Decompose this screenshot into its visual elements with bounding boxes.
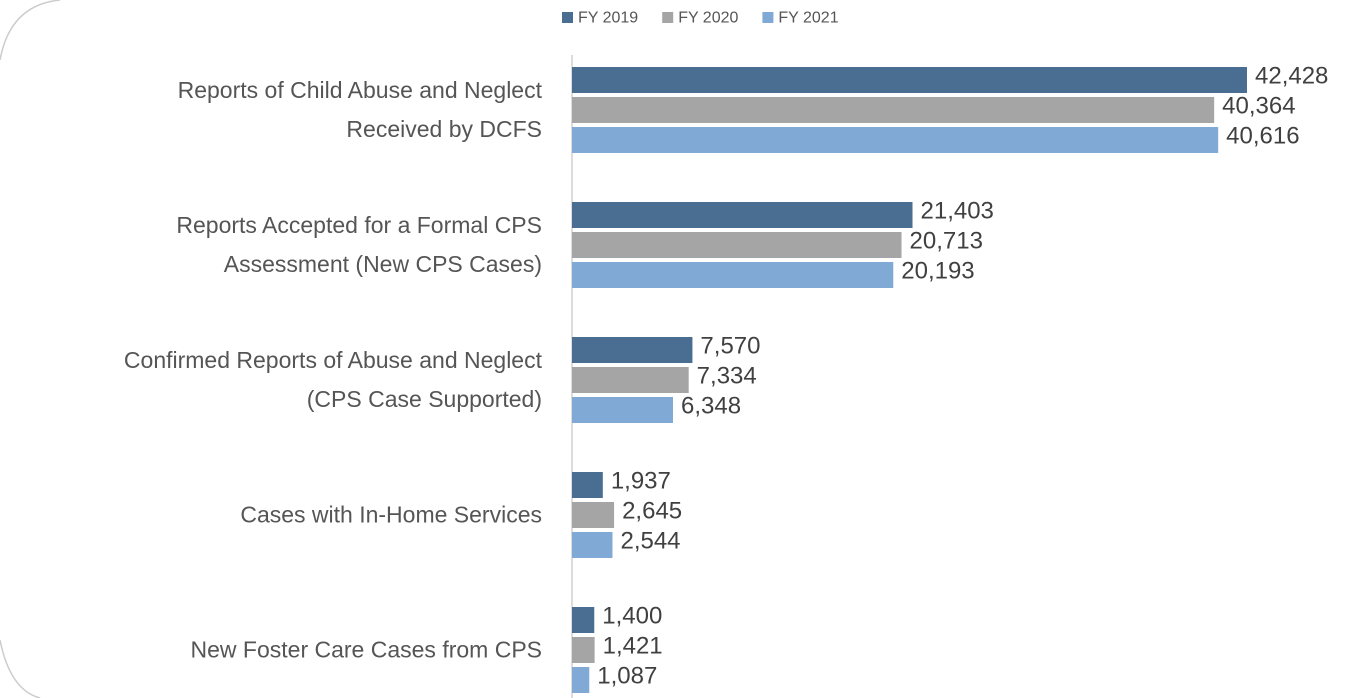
value-label: 1,400 xyxy=(602,602,662,629)
value-label: 1,087 xyxy=(597,662,657,689)
value-label: 7,570 xyxy=(700,332,760,359)
category-label: Confirmed Reports of Abuse and Neglect (… xyxy=(123,347,542,412)
legend-swatch xyxy=(562,12,573,23)
legend-label: FY 2021 xyxy=(778,10,838,27)
legend-swatch xyxy=(662,12,674,23)
legend-label: FY 2020 xyxy=(678,10,738,27)
bar xyxy=(572,637,595,663)
bar xyxy=(572,607,595,633)
frame-corner xyxy=(0,639,41,698)
frame-corner xyxy=(0,0,61,61)
bar xyxy=(572,262,894,288)
bar xyxy=(572,502,615,528)
category-label: Cases with In-Home Services xyxy=(240,501,542,528)
legend-swatch xyxy=(762,12,774,23)
value-label: 20,193 xyxy=(901,257,974,284)
category-label: Reports Accepted for a Formal CPS Assess… xyxy=(176,212,542,277)
value-label: 2,645 xyxy=(622,497,682,524)
category-label: Reports of Child Abuse and Neglect Recei… xyxy=(177,77,542,142)
value-label: 20,713 xyxy=(910,227,983,254)
value-label: 2,544 xyxy=(620,527,680,554)
value-label: 21,403 xyxy=(921,197,994,224)
bar xyxy=(572,367,689,393)
bar xyxy=(572,67,1247,93)
legend-label: FY 2019 xyxy=(578,10,638,27)
value-label: 1,937 xyxy=(611,467,671,494)
value-label: 1,421 xyxy=(603,632,663,659)
category-label: New Foster Care Cases from CPS xyxy=(190,636,542,663)
value-label: 40,616 xyxy=(1226,122,1299,149)
value-label: 42,428 xyxy=(1255,62,1328,89)
bar xyxy=(572,202,913,228)
bar xyxy=(572,532,613,558)
bar xyxy=(572,232,902,258)
bar xyxy=(572,397,673,423)
bar xyxy=(572,472,603,498)
value-label: 6,348 xyxy=(681,392,741,419)
bar xyxy=(572,127,1219,153)
value-label: 7,334 xyxy=(697,362,757,389)
value-label: 40,364 xyxy=(1222,92,1295,119)
bar xyxy=(572,337,693,363)
bar xyxy=(572,97,1215,123)
bar xyxy=(572,667,590,693)
